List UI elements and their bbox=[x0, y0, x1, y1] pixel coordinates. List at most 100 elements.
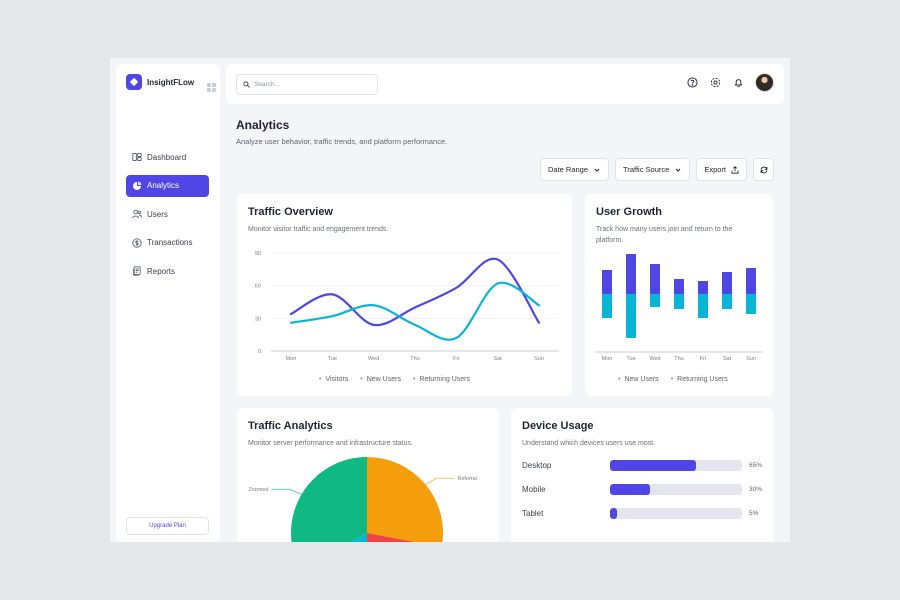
sidebar-item-dashboard[interactable]: Dashboard bbox=[126, 146, 209, 168]
toolbar: Date Range Traffic Source Export bbox=[540, 158, 774, 181]
sidebar-nav: Dashboard Analytics Users Transactions R… bbox=[126, 146, 209, 289]
notification-bell-icon[interactable] bbox=[732, 77, 744, 89]
bar-fri-2 bbox=[698, 294, 708, 318]
date-range-dropdown[interactable]: Date Range bbox=[540, 158, 610, 181]
pie-label: Zoomed bbox=[248, 487, 268, 493]
y-tick-label: 90 bbox=[255, 251, 261, 257]
device-usage-subtitle: Understand which devices users use most. bbox=[522, 440, 656, 447]
pie-slice-email bbox=[367, 533, 415, 542]
traffic-overview-subtitle: Monitor visitor traffic and engagement t… bbox=[248, 226, 389, 233]
device-row-desktop: Desktop 65% bbox=[522, 460, 762, 471]
brand-name: InsightFLow bbox=[147, 77, 195, 87]
device-bar-track bbox=[610, 508, 742, 519]
sidebar-item-analytics[interactable]: Analytics bbox=[126, 174, 209, 197]
refresh-button[interactable] bbox=[753, 158, 774, 181]
sidebar-item-label: Users bbox=[147, 209, 168, 219]
sidebar-item-label: Dashboard bbox=[147, 152, 187, 162]
bar-sun-2 bbox=[746, 294, 756, 314]
pie-slice-referral bbox=[367, 457, 443, 542]
user-growth-subtitle: Track how many users join and return to … bbox=[596, 226, 733, 244]
device-percent: 30% bbox=[749, 486, 763, 493]
sidebar-item-reports[interactable]: Reports bbox=[126, 260, 209, 282]
device-row-mobile: Mobile 30% bbox=[522, 484, 762, 495]
export-label: Export bbox=[704, 165, 726, 174]
series-line-1 bbox=[289, 257, 541, 327]
bar-wed-2 bbox=[650, 294, 660, 307]
sidebar-item-label: Transactions bbox=[147, 238, 193, 247]
search-icon bbox=[243, 81, 250, 88]
device-bar-fill bbox=[610, 460, 696, 471]
sidebar: InsightFLow Dashboard Analytics Users Tr… bbox=[116, 64, 220, 542]
user-growth-card: User Growth Track how many users join an… bbox=[585, 194, 773, 396]
refresh-icon bbox=[760, 166, 767, 173]
x-tick-label: Mon bbox=[602, 356, 613, 362]
device-percent: 5% bbox=[749, 510, 759, 517]
search-box[interactable] bbox=[236, 74, 378, 95]
page-subtitle: Analyze user behavior, traffic trends, a… bbox=[236, 137, 448, 146]
dollar-icon bbox=[132, 237, 142, 248]
export-button[interactable]: Export bbox=[696, 158, 747, 181]
pie-slice-zoomed bbox=[291, 457, 367, 542]
user-growth-title: User Growth bbox=[596, 206, 663, 218]
bar-mon-2 bbox=[602, 294, 612, 318]
pie-leader-line bbox=[425, 477, 455, 485]
traffic-source-dropdown[interactable]: Traffic Source bbox=[615, 158, 691, 181]
traffic-analytics-title: Traffic Analytics bbox=[248, 420, 333, 432]
search-input[interactable] bbox=[254, 81, 364, 88]
traffic-line-chart: 0 30 60 90 Mon Tue Wed Thu Fri Sat Sun bbox=[255, 251, 559, 362]
legend-item: New Users bbox=[618, 376, 658, 383]
upgrade-plan-button[interactable]: Upgrade Plan bbox=[126, 517, 209, 535]
x-tick-label: Fri bbox=[700, 356, 706, 362]
legend-item: New Users bbox=[360, 376, 401, 383]
sidebar-item-label: Analytics bbox=[147, 181, 180, 190]
device-label: Mobile bbox=[522, 485, 546, 494]
help-icon[interactable] bbox=[686, 77, 698, 89]
brand-logo[interactable]: InsightFLow bbox=[126, 74, 194, 90]
y-tick-label: 30 bbox=[255, 316, 261, 322]
bar-fri-1 bbox=[698, 281, 708, 294]
app-window: InsightFLow Dashboard Analytics Users Tr… bbox=[110, 58, 790, 542]
device-usage-title: Device Usage bbox=[522, 420, 594, 432]
x-tick-label: Sun bbox=[534, 356, 544, 362]
logo-icon bbox=[126, 74, 142, 90]
chevron-down-icon bbox=[594, 168, 600, 172]
x-tick-label: Mon bbox=[286, 356, 297, 362]
pie-slice-unlabeled bbox=[350, 533, 367, 542]
users-icon bbox=[132, 209, 142, 219]
bar-thu-2 bbox=[674, 294, 684, 309]
y-tick-label: 0 bbox=[258, 349, 261, 355]
sidebar-item-users[interactable]: Users bbox=[126, 203, 209, 225]
bar-sat-2 bbox=[722, 294, 732, 309]
x-tick-label: Sun bbox=[746, 356, 756, 362]
grid-toggle-icon[interactable] bbox=[207, 83, 216, 92]
legend-item: Returning Users bbox=[671, 376, 728, 383]
traffic-pie-chart: ReferralEmailZoomed bbox=[248, 457, 477, 542]
traffic-source-label: Traffic Source bbox=[623, 165, 670, 174]
reports-icon bbox=[133, 266, 141, 276]
top-icons bbox=[686, 73, 774, 92]
user-growth-legend: New Users Returning Users bbox=[618, 376, 728, 383]
sidebar-item-transactions[interactable]: Transactions bbox=[126, 232, 209, 254]
bar-tue-2 bbox=[626, 294, 636, 338]
device-label: Tablet bbox=[522, 509, 544, 518]
device-bar-track bbox=[610, 460, 742, 471]
bar-tue-1 bbox=[626, 254, 636, 294]
y-tick-label: 60 bbox=[255, 284, 261, 290]
settings-icon[interactable] bbox=[709, 77, 721, 89]
x-tick-label: Thu bbox=[410, 356, 419, 362]
legend-item: Returning Users bbox=[413, 376, 470, 383]
traffic-analytics-card: Traffic Analytics Monitor server perform… bbox=[237, 408, 499, 542]
dashboard-icon bbox=[132, 153, 142, 161]
top-bar bbox=[226, 64, 784, 104]
chevron-down-icon bbox=[675, 168, 681, 172]
device-percent: 65% bbox=[749, 462, 763, 469]
pie-chart-icon bbox=[133, 181, 142, 190]
x-tick-label: Tue bbox=[328, 356, 337, 362]
traffic-overview-legend: Visitors New Users Returning Users bbox=[319, 376, 470, 383]
date-range-label: Date Range bbox=[548, 165, 589, 174]
user-avatar[interactable] bbox=[755, 73, 774, 92]
x-tick-label: Sat bbox=[494, 356, 503, 362]
device-row-tablet: Tablet 5% bbox=[522, 508, 758, 519]
device-bar-fill bbox=[610, 508, 617, 519]
pie-leader-line bbox=[271, 488, 302, 495]
